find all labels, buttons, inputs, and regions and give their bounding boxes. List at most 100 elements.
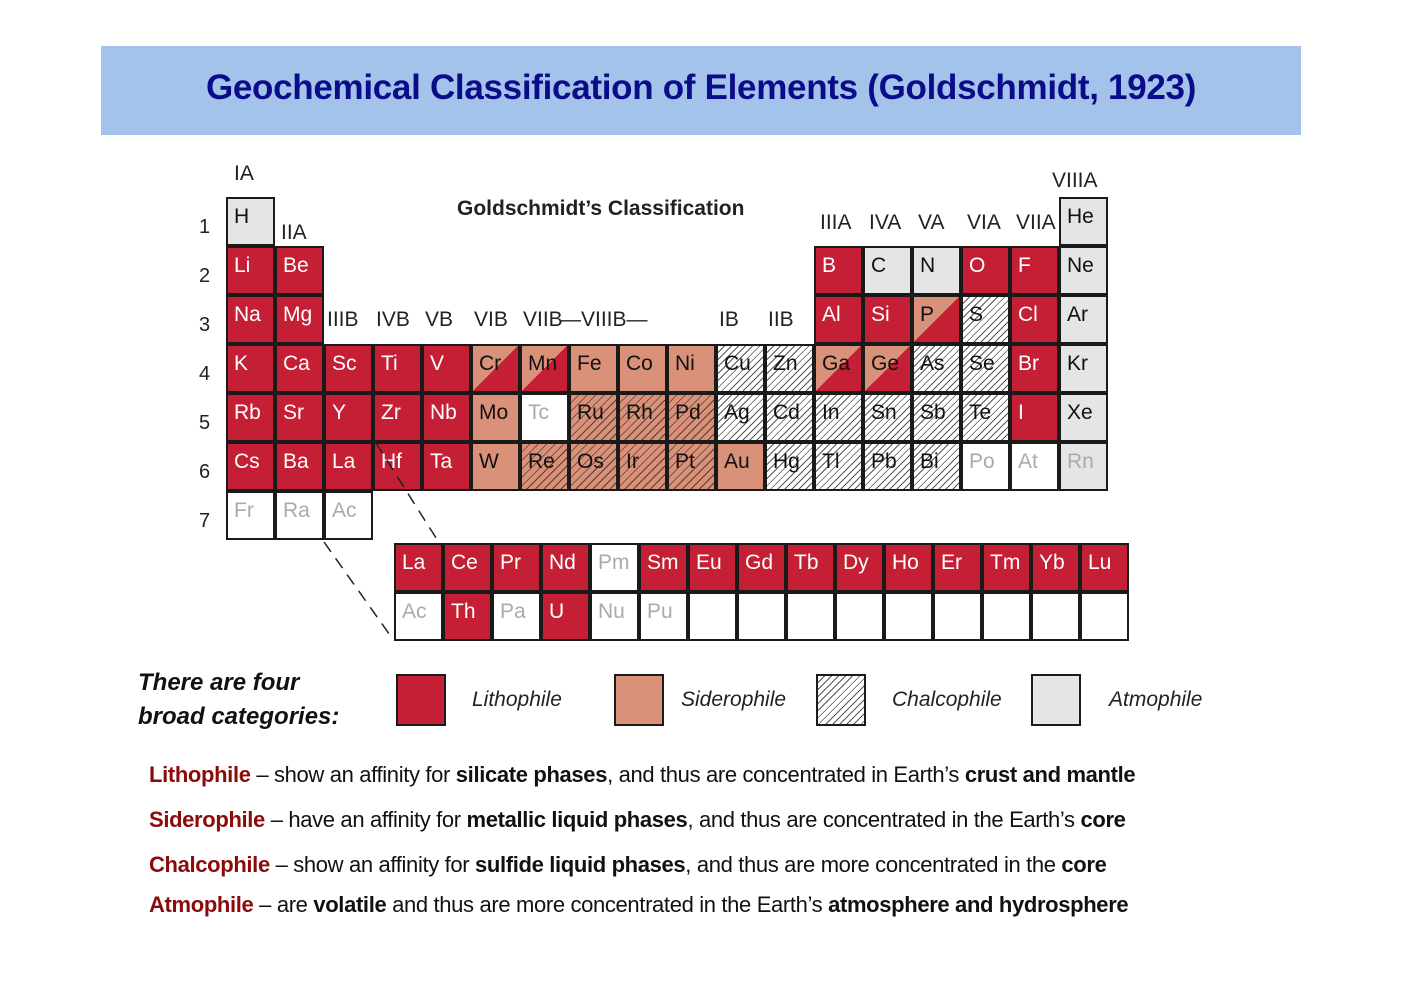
period-label: 7 [199,510,211,532]
legend-swatch-lithophile [396,674,446,726]
group-label: —VIIIB— [560,308,648,331]
element-cell-ta: Ta [422,442,471,491]
element-cell-co: Co [618,344,667,393]
element-cell-n: N [912,246,961,295]
connector-line-lanthanides [375,442,439,542]
legend-intro: There are four broad categories: [138,666,339,734]
element-cell-la: La [324,442,373,491]
element-cell-au: Au [716,442,765,491]
element-cell-cl: Cl [1010,295,1059,344]
definition-text: – show an affinity for [250,762,456,787]
element-cell-cr: Cr [471,344,520,393]
legend-swatch-atmophile [1031,674,1081,726]
period-label: 1 [199,216,211,238]
lanthanide-cell-la: La [394,543,443,592]
definition-text: , and thus are more concentrated in the [685,852,1062,877]
element-cell-v: V [422,344,471,393]
actinide-cell-pa: Pa [492,592,541,641]
element-cell-f: F [1010,246,1059,295]
element-cell-fe: Fe [569,344,618,393]
definition-text: atmosphere and hydrosphere [828,892,1129,917]
element-cell-at: At [1010,442,1059,491]
actinide-cell-ac: Ac [394,592,443,641]
actinide-cell-empty [688,592,737,641]
definition-term: Atmophile [149,892,254,917]
definition-text: – show an affinity for [269,852,476,877]
element-cell-in: In [814,393,863,442]
element-cell-pd: Pd [667,393,716,442]
legend-intro-line2: broad categories: [138,703,340,730]
element-cell-sr: Sr [275,393,324,442]
group-label: VIIA [1016,211,1056,234]
definition-text: crust and mantle [964,762,1136,787]
definition-line: Atmophile – are volatile and thus are mo… [149,892,1129,918]
actinide-cell-empty [1031,592,1080,641]
element-cell-rh: Rh [618,393,667,442]
element-cell-p: P [912,295,961,344]
actinide-cell-empty [737,592,786,641]
definition-text: and thus are more concentrated in the Ea… [386,892,829,917]
legend-label-chalcophile: Chalcophile [892,688,1002,711]
element-cell-as: As [912,344,961,393]
element-cell-i: I [1010,393,1059,442]
definition-text: volatile [313,892,387,917]
period-label: 5 [199,412,211,434]
lanthanide-cell-sm: Sm [639,543,688,592]
definition-line: Lithophile – show an affinity for silica… [149,762,1136,788]
element-cell-fr: Fr [226,491,275,540]
lanthanide-cell-ce: Ce [443,543,492,592]
actinide-cell-nu: Nu [590,592,639,641]
group-label: IIIB [327,308,359,331]
element-cell-tl: Tl [814,442,863,491]
element-cell-y: Y [324,393,373,442]
title-banner: Geochemical Classification of Elements (… [101,46,1301,135]
element-cell-k: K [226,344,275,393]
element-cell-br: Br [1010,344,1059,393]
page-title: Geochemical Classification of Elements (… [205,68,1197,107]
group-label: VIA [967,211,1001,234]
element-cell-pt: Pt [667,442,716,491]
definition-text: – have an affinity for [264,807,467,832]
lanthanide-cell-tb: Tb [786,543,835,592]
element-cell-ir: Ir [618,442,667,491]
actinide-cell-empty [884,592,933,641]
group-label: VIB [474,308,508,331]
diagram-subtitle: Goldschmidt’s Classification [457,197,745,220]
element-cell-ti: Ti [373,344,422,393]
lanthanide-cell-eu: Eu [688,543,737,592]
element-cell-nb: Nb [422,393,471,442]
definition-text: , and thus are concentrated in the Earth… [687,807,1081,832]
element-cell-os: Os [569,442,618,491]
legend-label-siderophile: Siderophile [681,688,787,711]
actinide-cell-empty [835,592,884,641]
element-cell-re: Re [520,442,569,491]
element-cell-se: Se [961,344,1010,393]
connector-line-actinides [323,541,393,639]
period-label: 3 [199,314,211,336]
actinide-cell-u: U [541,592,590,641]
actinide-cell-empty [933,592,982,641]
lanthanide-cell-tm: Tm [982,543,1031,592]
lanthanide-cell-er: Er [933,543,982,592]
element-cell-na: Na [226,295,275,344]
actinide-cell-empty [786,592,835,641]
definition-term: Siderophile [149,807,265,832]
definition-text: sulfide liquid phases [475,852,686,877]
element-cell-li: Li [226,246,275,295]
definition-text: silicate phases [455,762,608,787]
definition-text: metallic liquid phases [466,807,688,832]
definition-text: core [1080,807,1126,832]
actinide-cell-empty [982,592,1031,641]
lanthanide-cell-lu: Lu [1080,543,1129,592]
actinide-cell-empty [1080,592,1129,641]
element-cell-b: B [814,246,863,295]
element-cell-sb: Sb [912,393,961,442]
legend-swatch-siderophile [614,674,664,726]
element-cell-cd: Cd [765,393,814,442]
element-cell-al: Al [814,295,863,344]
lanthanide-cell-ho: Ho [884,543,933,592]
element-cell-ca: Ca [275,344,324,393]
legend-label-atmophile: Atmophile [1109,688,1203,711]
definition-term: Chalcophile [149,852,270,877]
